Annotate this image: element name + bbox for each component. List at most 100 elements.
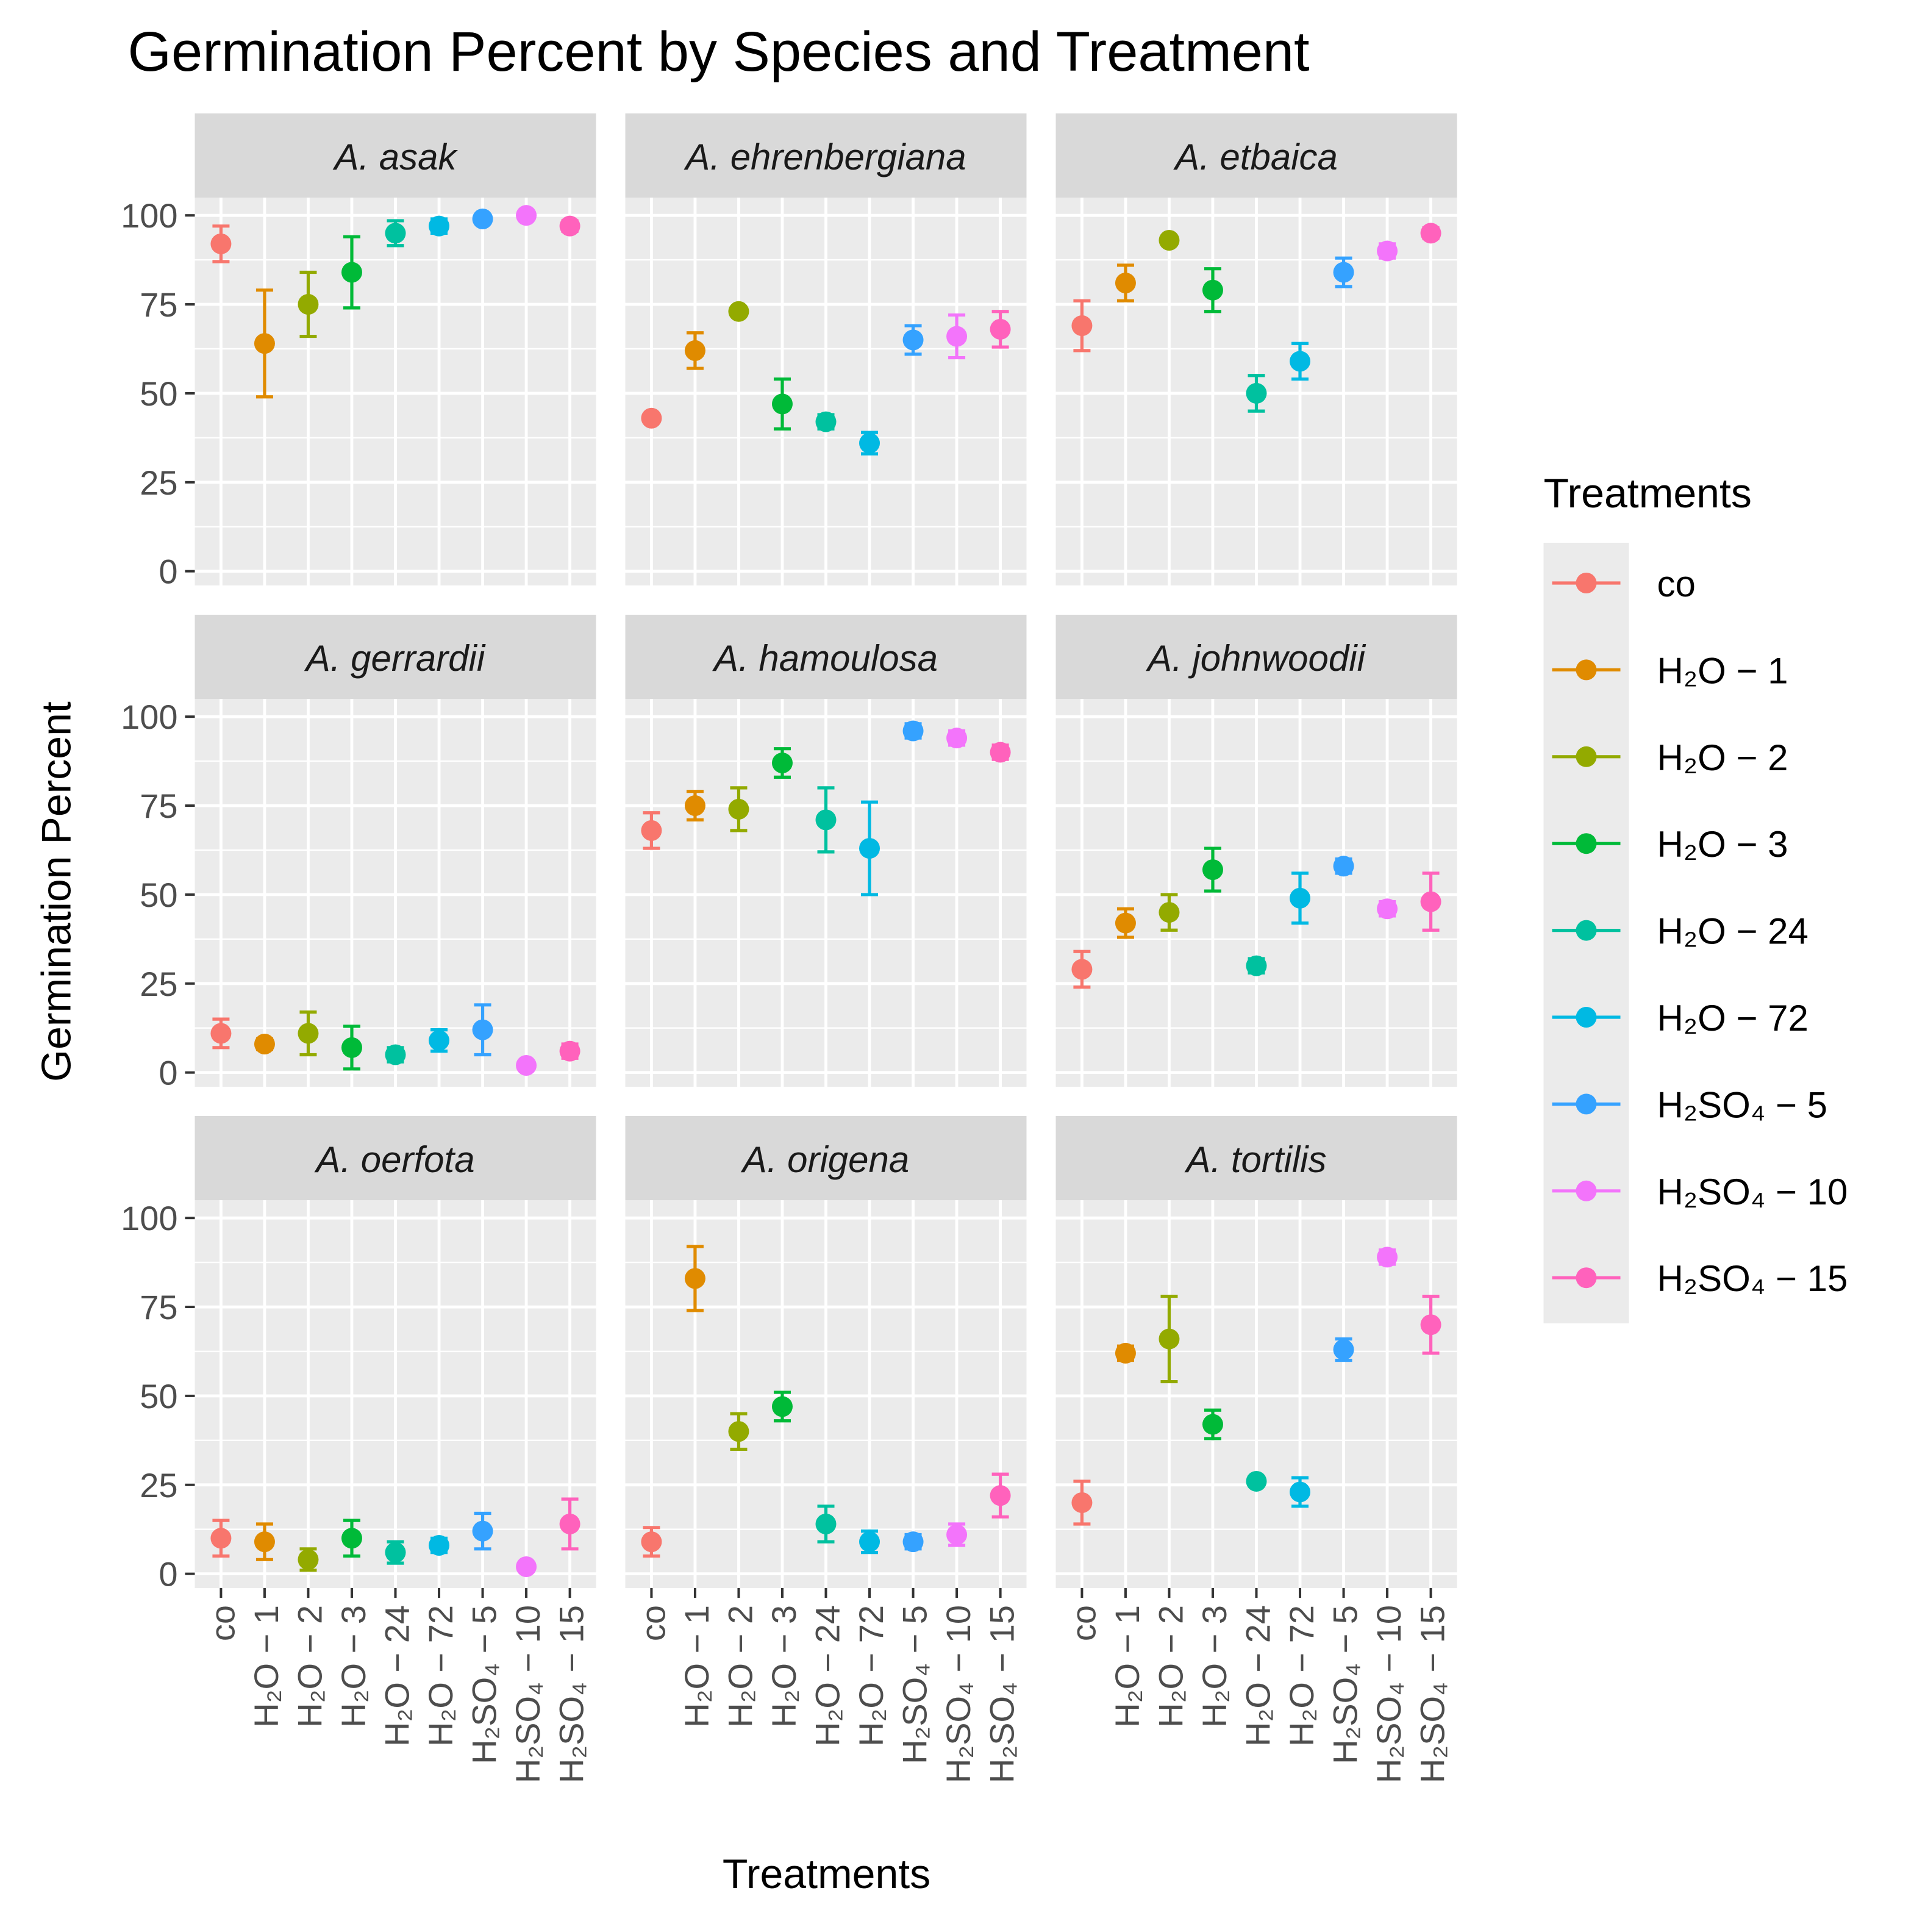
data-point-group	[559, 1497, 580, 1551]
legend: Treatments co H₂O − 1 H₂O − 2 H₂O − 3 H₂O − …	[1543, 470, 1848, 1323]
facet-strip-label: A. johnwoodii	[1146, 638, 1366, 679]
data-point-group	[902, 324, 924, 356]
data-point	[516, 1556, 537, 1577]
data-point	[815, 809, 837, 831]
data-point-group	[815, 786, 837, 854]
y-tick-label: 50	[140, 876, 177, 914]
data-point-group	[1420, 871, 1441, 932]
data-point-group	[1290, 871, 1311, 925]
legend-label: H₂SO₄ − 15	[1657, 1258, 1848, 1299]
data-point	[559, 1040, 580, 1062]
facet-strip-label: A. oerfota	[314, 1139, 474, 1180]
x-tick-label: H₂O − 3	[765, 1605, 803, 1728]
data-point-group	[1333, 1337, 1354, 1362]
legend-key-point	[1576, 833, 1597, 854]
x-tick-label: H₂O − 3	[334, 1605, 373, 1728]
y-axis-title: Germination Percent	[34, 701, 80, 1082]
data-point	[254, 1531, 275, 1553]
data-point	[641, 407, 662, 429]
data-point	[341, 1528, 362, 1549]
data-point	[990, 1485, 1011, 1506]
data-point-group	[1202, 846, 1223, 893]
data-point	[946, 1524, 968, 1545]
data-point	[859, 1531, 880, 1553]
data-point-group	[1377, 1247, 1398, 1268]
facet-panel: A. origena co H₂O − 1 H₂O − 2 H₂O − 3 H₂O − 2…	[625, 1116, 1027, 1783]
data-point-group	[902, 1531, 924, 1553]
data-point	[1071, 315, 1093, 337]
data-point	[684, 1268, 705, 1289]
x-tick-label: H₂O − 3	[1195, 1605, 1234, 1728]
facet-strip-label: A. etbaica	[1173, 137, 1338, 177]
facet-strip	[1055, 113, 1457, 198]
data-point	[298, 1549, 319, 1570]
facet-strip	[195, 1116, 596, 1200]
data-point	[1333, 262, 1354, 283]
data-point	[859, 838, 880, 859]
data-point-group	[771, 747, 793, 779]
data-point	[298, 1023, 319, 1044]
data-point	[385, 1044, 406, 1065]
data-point-group	[1071, 1479, 1093, 1526]
data-point	[210, 233, 232, 254]
x-tick-label: H₂O − 72	[1282, 1605, 1321, 1747]
y-tick-label: 50	[140, 1377, 177, 1415]
y-tick-label: 75	[140, 787, 177, 825]
data-point-group	[1246, 1470, 1267, 1492]
data-point-group	[341, 1025, 362, 1071]
data-point-group	[815, 411, 837, 432]
chart-title: Germination Percent by Species and Treat…	[128, 21, 1310, 83]
data-point	[990, 318, 1011, 340]
x-tick-label: H₂SO₄ − 5	[465, 1605, 504, 1764]
x-axis-title: Treatments	[723, 1851, 930, 1897]
data-point	[1246, 1470, 1267, 1492]
legend-item: co	[1552, 564, 1696, 604]
data-point	[472, 209, 493, 230]
data-point-group	[728, 1412, 749, 1451]
data-point-group	[946, 313, 968, 360]
data-point-group	[429, 1534, 450, 1556]
data-point-group	[1202, 1408, 1223, 1440]
data-point	[684, 795, 705, 817]
y-tick-label: 0	[159, 1555, 177, 1594]
legend-key-point	[1576, 659, 1597, 681]
data-point	[1115, 1342, 1136, 1364]
data-point	[472, 1520, 493, 1542]
data-point	[1115, 912, 1136, 934]
facet-strip-label: A. gerrardii	[304, 638, 486, 679]
data-point	[341, 262, 362, 283]
legend-label: H₂SO₄ − 5	[1657, 1084, 1828, 1125]
y-tick-label: 25	[140, 463, 177, 502]
legend-label: H₂O − 1	[1657, 650, 1788, 691]
data-point-group	[1290, 1476, 1311, 1508]
data-point	[1377, 898, 1398, 920]
data-point-group	[298, 1547, 319, 1572]
data-point	[1202, 859, 1223, 881]
data-point-group	[1115, 907, 1136, 939]
data-point	[1290, 887, 1311, 909]
facet-strip-label: A. hamoulosa	[712, 638, 938, 679]
x-tick-label: H₂O − 1	[677, 1605, 716, 1728]
data-point-group	[1159, 1294, 1180, 1384]
data-point	[1420, 223, 1441, 244]
data-point	[1377, 240, 1398, 262]
data-point-group	[385, 1540, 406, 1565]
data-point-group	[771, 377, 793, 431]
data-point-group	[472, 1511, 493, 1551]
data-point-group	[1071, 950, 1093, 989]
data-point	[559, 1513, 580, 1534]
data-point-group	[254, 1033, 275, 1054]
data-point-group	[429, 1028, 450, 1053]
data-point	[429, 215, 450, 237]
facet-strip	[195, 113, 596, 198]
legend-item: H₂O − 72	[1552, 998, 1809, 1039]
data-point	[684, 340, 705, 361]
y-tick-label: 100	[121, 698, 177, 736]
legend-key-point	[1576, 1180, 1597, 1201]
data-point-group	[210, 1519, 232, 1558]
data-point-group	[1202, 267, 1223, 313]
data-point	[641, 820, 662, 841]
data-point-group	[1420, 1294, 1441, 1355]
facet-panel: A. ehrenbergiana	[625, 113, 1027, 585]
x-tick-label: co	[634, 1605, 672, 1641]
